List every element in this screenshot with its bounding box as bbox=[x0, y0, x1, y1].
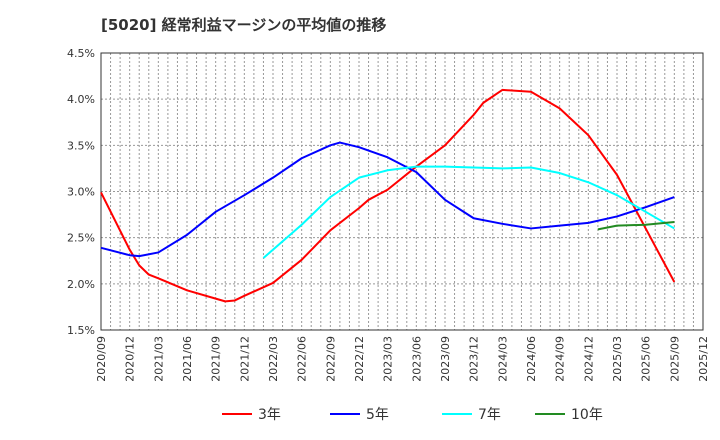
x-tick-label: 2025/06 bbox=[640, 336, 653, 382]
y-tick-label: 4.0% bbox=[67, 93, 95, 106]
series-line-7年 bbox=[262, 165, 675, 259]
y-tick-label: 1.5% bbox=[67, 324, 95, 337]
chart-title: [5020] 経常利益マージンの平均値の推移 bbox=[101, 16, 387, 34]
x-tick-label: 2024/03 bbox=[496, 336, 509, 382]
y-tick-label: 2.0% bbox=[67, 278, 95, 291]
x-tick-label: 2022/03 bbox=[267, 336, 280, 382]
y-tick-label: 2.5% bbox=[67, 232, 95, 245]
x-tick-label: 2021/09 bbox=[210, 336, 223, 382]
legend-label: 7年 bbox=[478, 407, 501, 423]
series-line-3年 bbox=[100, 88, 676, 303]
x-tick-label: 2025/03 bbox=[611, 336, 624, 382]
plot-frame bbox=[100, 52, 704, 331]
x-tick-label: 2023/06 bbox=[410, 336, 423, 382]
x-tick-label: 2025/09 bbox=[668, 336, 681, 382]
y-tick-label: 3.0% bbox=[67, 186, 95, 199]
series-line-10年 bbox=[597, 220, 675, 231]
x-tick-label: 2024/12 bbox=[582, 336, 595, 382]
legend-label: 10年 bbox=[571, 407, 603, 423]
x-tick-label: 2021/03 bbox=[152, 336, 165, 382]
x-tick-label: 2021/12 bbox=[238, 336, 251, 382]
x-tick-label: 2023/12 bbox=[468, 336, 481, 382]
x-tick-label: 2021/06 bbox=[181, 336, 194, 382]
x-tick-label: 2023/09 bbox=[439, 336, 452, 382]
x-tick-label: 2020/12 bbox=[124, 336, 137, 382]
y-tick-label: 4.5% bbox=[67, 47, 95, 60]
series-line-5年 bbox=[100, 141, 675, 258]
x-tick-label: 2025/12 bbox=[697, 336, 710, 382]
legend-label: 3年 bbox=[258, 407, 281, 423]
x-tick-label: 2020/09 bbox=[95, 336, 108, 382]
x-tick-label: 2023/03 bbox=[382, 336, 395, 382]
x-tick-label: 2024/06 bbox=[525, 336, 538, 382]
x-tick-label: 2022/06 bbox=[296, 336, 309, 382]
legend-label: 5年 bbox=[366, 407, 389, 423]
x-tick-label: 2022/09 bbox=[324, 336, 337, 382]
y-tick-label: 3.5% bbox=[67, 139, 95, 152]
x-tick-label: 2022/12 bbox=[353, 336, 366, 382]
x-tick-label: 2024/09 bbox=[554, 336, 567, 382]
